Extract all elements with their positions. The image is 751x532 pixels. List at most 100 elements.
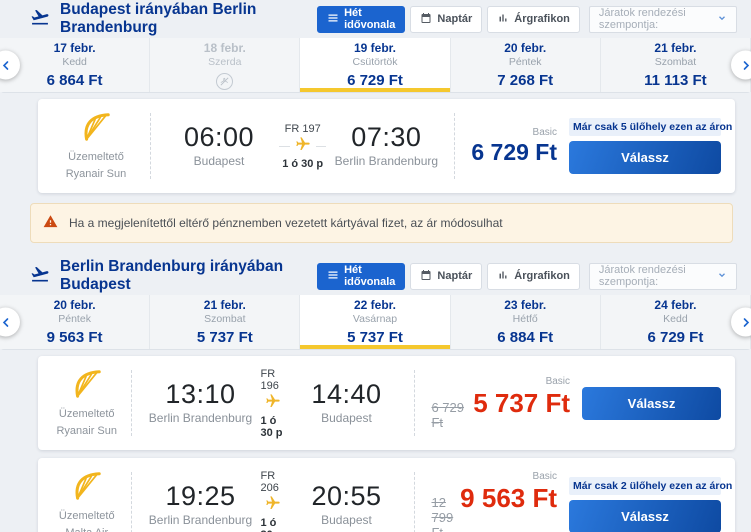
outbound-day-strip: 17 febr. Kedd 6 864 Ft 18 febr. Szerda 1… (0, 38, 751, 93)
day-tab-disabled: 18 febr. Szerda (150, 38, 301, 92)
arrival-time: 14:40 (311, 379, 382, 410)
sort-dropdown[interactable]: Járatok rendezési szempontja: (588, 5, 737, 33)
sort-label: Járatok rendezési szempontja: (598, 264, 686, 288)
operator-label: Üzemeltető (58, 510, 115, 523)
day-price: 7 268 Ft (497, 72, 554, 89)
day-tab[interactable]: 21 febr. Szombat 11 113 Ft (600, 38, 751, 92)
sort-label: Járatok rendezési szempontja: (598, 7, 686, 31)
arrival-city: Berlin Brandenburg (334, 154, 439, 169)
day-tab[interactable]: 17 febr. Kedd 6 864 Ft (0, 38, 151, 92)
warning-text: Ha a megjelenítettől eltérő pénznemben v… (69, 216, 503, 230)
currency-warning: Ha a megjelenítettől eltérő pénznemben v… (30, 203, 733, 243)
flight-price: 5 737 Ft (473, 388, 571, 418)
list-icon (327, 12, 339, 27)
departure-time: 19:25 (165, 481, 236, 512)
departure-time: 06:00 (183, 122, 255, 153)
day-name: Csütörtök (352, 56, 398, 68)
ryanair-harp-logo-icon (70, 470, 104, 507)
flight-duration-block: FR 197 1 ó 30 p (275, 123, 330, 170)
chevron-right-icon[interactable] (731, 307, 751, 337)
plane-icon (265, 393, 281, 414)
chevron-right-icon[interactable] (731, 50, 751, 80)
week-timeline-label: Hét idővonala (344, 7, 396, 31)
operator-name: Ryanair Sun (56, 424, 117, 437)
day-name: Péntek (508, 56, 542, 68)
departure-city: Budapest (193, 154, 245, 169)
day-tab[interactable]: 20 febr. Péntek 7 268 Ft (450, 38, 601, 92)
divider (150, 113, 151, 179)
day-name: Kedd (663, 313, 688, 325)
calendar-label: Naptár (437, 13, 473, 25)
sort-dropdown[interactable]: Járatok rendezési szempontja: (588, 262, 737, 290)
day-tab[interactable]: 23 febr. Hétfő 6 884 Ft (450, 295, 601, 349)
day-name: Kedd (62, 56, 87, 68)
day-tab-selected[interactable]: 19 febr. Csütörtök 6 729 Ft (300, 38, 451, 92)
arrival: 14:40 Budapest (290, 379, 402, 427)
day-price: 5 737 Ft (347, 329, 403, 346)
day-date: 18 febr. (203, 40, 246, 55)
day-price: 5 737 Ft (196, 329, 253, 346)
select-flight-button[interactable]: Válassz (569, 141, 721, 174)
journey-info: 06:00 Budapest FR 197 1 ó 30 p 07:30 Ber… (157, 122, 448, 170)
departure: 06:00 Budapest (163, 122, 275, 170)
warning-icon (43, 214, 58, 232)
calendar-icon (420, 12, 432, 27)
day-date: 22 febr. (353, 298, 397, 312)
departure: 13:10 Berlin Brandenburg (144, 379, 256, 427)
day-name: Hétfő (512, 313, 538, 325)
flight-takeoff-icon (30, 7, 50, 32)
day-tab[interactable]: 24 febr. Kedd 6 729 Ft (600, 295, 751, 349)
seats-left-badge: Már csak 2 ülőhely ezen az áron (569, 477, 732, 495)
seats-left-badge: Már csak 5 ülőhely ezen az áron (569, 118, 732, 136)
departure-city: Berlin Brandenburg (148, 513, 253, 528)
day-tab[interactable]: 20 febr. Péntek 9 563 Ft (0, 295, 151, 349)
chevron-left-icon[interactable] (0, 50, 20, 80)
price-graph-button[interactable]: Árgrafikon (487, 5, 580, 33)
arrival-time: 07:30 (351, 122, 422, 153)
price-area: Basic 6 729 Ft Már csak 5 ülőhely ezen a… (461, 118, 732, 174)
day-price: 6 884 Ft (497, 329, 554, 346)
divider (414, 370, 416, 436)
chevron-down-icon (717, 270, 727, 283)
operator-column: Üzemeltető Malta Air (48, 470, 125, 532)
select-flight-button[interactable]: Válassz (569, 500, 721, 532)
price-graph-button[interactable]: Árgrafikon (487, 262, 580, 290)
price-graph-label: Árgrafikon (514, 270, 570, 282)
fare-type: Basic (532, 126, 557, 138)
flight-duration: 1 ó 30 p (282, 157, 324, 170)
view-toolbar: Hét idővonala Naptár Árgrafikon Járatok … (317, 262, 737, 290)
day-tab-selected[interactable]: 22 febr. Vasárnap 5 737 Ft (300, 295, 451, 349)
divider (131, 472, 133, 532)
price-area: Basic 6 729 Ft 5 737 Ft Válassz (421, 376, 725, 430)
operator-column: Üzemeltető Ryanair Sun (48, 368, 125, 438)
arrival: 20:55 Budapest (290, 481, 402, 529)
day-tab[interactable]: 21 febr. Szombat 5 737 Ft (150, 295, 301, 349)
day-name: Szerda (208, 55, 242, 68)
week-timeline-button[interactable]: Hét idővonala (317, 5, 406, 33)
week-timeline-button[interactable]: Hét idővonala (317, 262, 406, 290)
flight-duration: 1 ó 30 p (260, 516, 282, 532)
bar-chart-icon (497, 269, 509, 284)
operator-label: Üzemeltető (58, 408, 115, 421)
day-price: 6 864 Ft (46, 72, 103, 89)
calendar-button[interactable]: Naptár (410, 262, 483, 290)
outbound-section-header: Budapest irányában Berlin Brandenburg Hé… (0, 0, 751, 38)
divider (454, 113, 456, 179)
chevron-left-icon[interactable] (0, 307, 20, 337)
old-price: 12 799 Ft (431, 494, 454, 532)
plane-icon (295, 136, 311, 157)
plane-icon (265, 495, 281, 516)
price-graph-label: Árgrafikon (514, 13, 570, 25)
day-date: 21 febr. (654, 41, 697, 55)
flight-takeoff-icon (30, 264, 50, 289)
flight-row: Üzemeltető Malta Air 19:25 Berlin Brande… (38, 458, 735, 532)
calendar-button[interactable]: Naptár (410, 5, 483, 33)
flight-number: FR 196 (260, 367, 279, 392)
flight-row: Üzemeltető Ryanair Sun 13:10 Berlin Bran… (38, 356, 735, 450)
select-flight-button[interactable]: Válassz (582, 386, 721, 420)
flight-price: 9 563 Ft (460, 482, 557, 513)
day-name: Péntek (58, 313, 91, 325)
calendar-icon (420, 269, 432, 284)
view-toolbar: Hét idővonala Naptár Árgrafikon Járatok … (317, 5, 737, 33)
section-title: Berlin Brandenburg irányában Budapest (60, 258, 284, 293)
